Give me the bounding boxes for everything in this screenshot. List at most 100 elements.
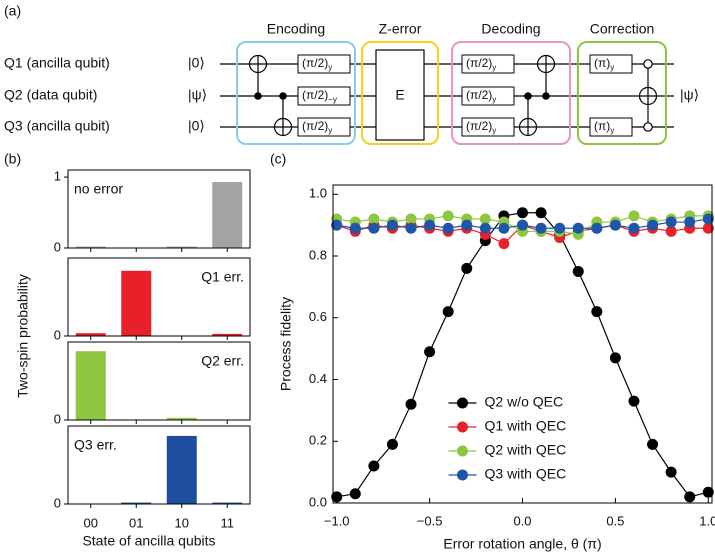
rotation-gate: [461, 54, 515, 74]
data-point: [628, 210, 640, 222]
x-tick-label: 11: [221, 515, 235, 530]
y-tick-label: 0.6: [309, 309, 327, 324]
data-point: [424, 219, 436, 231]
annotation: Q1 err.: [201, 269, 244, 285]
data-point: [684, 216, 696, 228]
rotation-label: (π/2)y: [302, 56, 332, 72]
data-point: [535, 222, 547, 234]
block-frame: [577, 41, 667, 145]
bar: [121, 270, 152, 336]
y-tick-label: 0.0: [309, 494, 327, 509]
data-point: [498, 222, 510, 234]
input-state: |ψ⟩: [188, 87, 207, 103]
legend-marker: [457, 445, 468, 457]
bar: [212, 333, 243, 336]
control-dot: [524, 92, 532, 100]
rotation-angle: (π/2): [302, 88, 328, 102]
block-frame: [236, 41, 356, 145]
data-point: [479, 222, 491, 234]
block-title: Encoding: [267, 21, 325, 37]
legend-marker: [457, 397, 468, 409]
rotation-label: (π/2)y: [466, 119, 496, 135]
y-tick-label: 1: [54, 169, 61, 184]
data-point: [479, 213, 491, 225]
control-dot: [254, 92, 262, 100]
panel-label: (b): [4, 151, 21, 167]
data-point: [665, 225, 677, 237]
y-axis-label: Process fidelity: [278, 297, 294, 391]
axes-frame: [67, 169, 251, 249]
x-tick-label: −0.5: [417, 513, 443, 528]
axes-frame: [67, 425, 251, 505]
panel-label: (a): [4, 3, 21, 19]
legend-marker: [457, 421, 468, 433]
data-point: [702, 486, 714, 498]
legend-label: Q2 with QEC: [485, 442, 567, 458]
data-point: [442, 210, 454, 222]
data-point: [368, 222, 380, 234]
data-point: [628, 395, 640, 407]
data-point: [386, 219, 398, 231]
error-gate-box: [375, 49, 425, 141]
x-tick-label: 01: [129, 515, 143, 530]
x-tick-label: −1.0: [324, 513, 350, 528]
rotation-gate: [297, 117, 351, 137]
bar: [166, 417, 197, 420]
qubit-label: Q1 (ancilla qubit): [4, 55, 110, 71]
y-tick-label: 0: [54, 239, 61, 254]
bar: [75, 333, 106, 336]
data-point: [665, 216, 677, 228]
data-point: [498, 238, 510, 250]
data-point: [442, 306, 454, 318]
y-tick-label: 0: [54, 495, 61, 510]
rotation-axis: y: [492, 63, 496, 72]
open-control: [643, 59, 653, 69]
input-state: |0⟩: [188, 55, 205, 71]
rotation-axis: y: [492, 126, 496, 135]
legend-marker: [457, 469, 468, 481]
axes-frame: [67, 341, 251, 421]
y-tick-label: 1.0: [309, 186, 327, 201]
y-tick-label: 0.4: [309, 371, 327, 386]
y-tick-label: 0: [54, 411, 61, 426]
rotation-gate: [589, 54, 633, 74]
annotation: Q3 err.: [74, 437, 117, 453]
annotation: Q2 err.: [201, 353, 244, 369]
block-title: Correction: [590, 21, 655, 37]
axes-frame: [67, 257, 251, 337]
rotation-gate: [461, 86, 515, 106]
data-point: [665, 466, 677, 478]
bar: [75, 351, 106, 420]
rotation-angle: (π/2): [466, 88, 492, 102]
data-point: [702, 222, 714, 234]
block-frame: [451, 41, 571, 145]
rotation-label: (π)y: [594, 56, 614, 72]
data-point: [517, 207, 528, 219]
rotation-angle: (π/2): [466, 56, 492, 70]
bar: [121, 502, 152, 504]
data-point: [609, 352, 621, 364]
data-point: [386, 438, 398, 450]
control-dot: [279, 92, 287, 100]
x-tick-label: 00: [84, 515, 98, 530]
rotation-gate: [297, 54, 351, 74]
x-axis-label: State of ancilla qubits: [82, 533, 215, 549]
bar: [166, 435, 197, 504]
data-point: [405, 213, 417, 225]
block-frame: [361, 41, 439, 145]
data-point: [349, 222, 361, 234]
data-point: [442, 222, 454, 234]
control-dot: [542, 92, 550, 100]
open-control: [643, 122, 653, 132]
y-tick-label: 0.8: [309, 247, 327, 262]
data-point: [572, 222, 584, 234]
data-point: [591, 306, 603, 318]
block-title: Z-error: [379, 21, 422, 37]
rotation-angle: (π/2): [302, 56, 328, 70]
rotation-angle: (π): [594, 119, 610, 133]
bar: [75, 246, 106, 248]
data-point: [647, 219, 659, 231]
qubit-label: Q3 (ancilla qubit): [4, 118, 110, 134]
bar: [166, 246, 197, 248]
